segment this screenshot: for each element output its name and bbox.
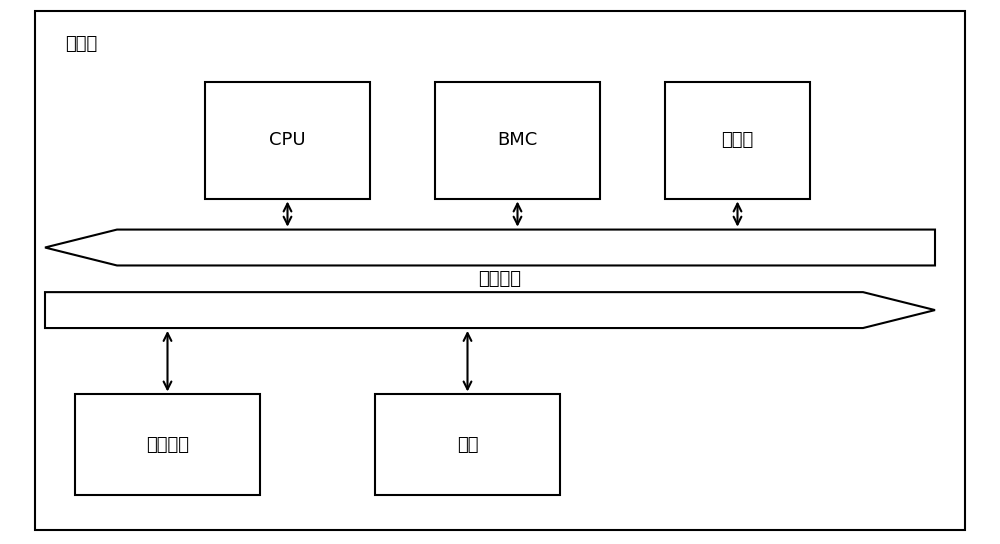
Text: 系统接口: 系统接口	[146, 436, 189, 454]
Bar	[205, 82, 370, 199]
Text: CPU: CPU	[269, 131, 306, 149]
Text: 服务器: 服务器	[65, 35, 97, 53]
Text: 存储器: 存储器	[721, 131, 754, 149]
Text: 内存: 内存	[457, 436, 478, 454]
Text: 内部总线: 内部总线	[479, 270, 522, 288]
Polygon shape	[45, 292, 935, 328]
Bar	[375, 394, 560, 495]
Text: BMC: BMC	[497, 131, 538, 149]
Polygon shape	[45, 230, 935, 265]
Bar	[435, 82, 600, 199]
Bar	[75, 394, 260, 495]
Bar	[665, 82, 810, 199]
